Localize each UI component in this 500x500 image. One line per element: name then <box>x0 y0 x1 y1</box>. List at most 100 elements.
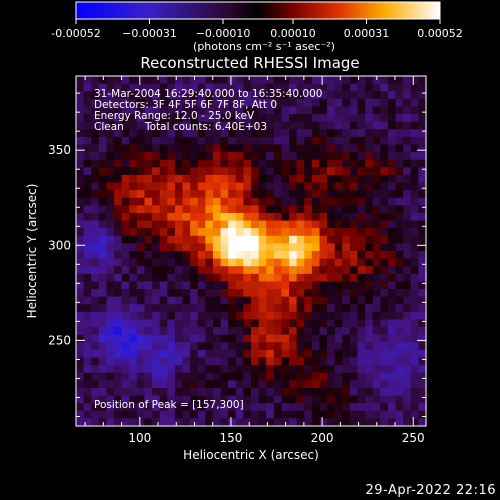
heatmap-cell <box>167 327 176 336</box>
heatmap-cell <box>174 418 184 427</box>
heatmap-cell <box>121 372 130 381</box>
heatmap-cell <box>197 91 206 100</box>
heatmap-cell <box>304 228 313 237</box>
heatmap-cell <box>235 251 244 260</box>
heatmap-cell <box>418 327 427 336</box>
heatmap-cell <box>98 98 108 108</box>
heatmap-cell <box>357 281 366 290</box>
heatmap-cell <box>266 106 275 115</box>
heatmap-cell <box>144 106 153 115</box>
heatmap-cell <box>98 174 108 184</box>
heatmap-cell <box>190 319 199 328</box>
heatmap-cell <box>197 190 206 199</box>
heatmap-cell <box>121 83 130 92</box>
heatmap-cell <box>205 235 214 244</box>
heatmap-cell <box>212 365 222 374</box>
heatmap-cell <box>273 212 283 222</box>
heatmap-cell <box>129 114 138 123</box>
heatmap-cell <box>136 197 146 206</box>
heatmap-cell <box>114 296 123 305</box>
heatmap-cell <box>106 190 115 199</box>
heatmap-cell <box>281 296 290 305</box>
heatmap-cell <box>266 387 275 397</box>
heatmap-cell <box>159 311 168 321</box>
heatmap-cell <box>121 289 130 298</box>
heatmap-cell <box>251 273 260 283</box>
heatmap-cell <box>387 152 397 161</box>
heatmap-cell <box>410 273 419 283</box>
heatmap-cell <box>243 372 252 381</box>
heatmap-cell <box>258 220 267 229</box>
heatmap-cell <box>197 273 206 283</box>
heatmap-cell <box>395 372 404 381</box>
heatmap-cell <box>182 311 191 321</box>
heatmap-cell <box>228 380 237 389</box>
heatmap-cell <box>365 205 374 214</box>
heatmap-cell <box>273 403 283 412</box>
heatmap-cell <box>387 304 397 313</box>
heatmap-cell <box>342 357 351 366</box>
heatmap-cell <box>243 167 252 176</box>
heatmap-cell <box>129 273 138 283</box>
heatmap-cell <box>410 258 419 267</box>
heatmap-cell <box>327 273 336 283</box>
heatmap-cell <box>197 319 206 328</box>
heatmap-cell <box>83 98 92 108</box>
heatmap-cell <box>296 410 305 419</box>
heatmap-cell <box>243 380 252 389</box>
heatmap-cell <box>251 144 260 153</box>
heatmap-cell <box>174 197 184 206</box>
heatmap-cell <box>235 334 244 343</box>
heatmap-cell <box>304 144 313 153</box>
heatmap-cell <box>121 418 130 427</box>
heatmap-cell <box>98 380 108 389</box>
heatmap-cell <box>281 228 290 237</box>
heatmap-cell <box>296 243 305 252</box>
heatmap-cell <box>395 296 404 305</box>
heatmap-cell <box>182 235 191 244</box>
heatmap-cell <box>296 129 305 138</box>
heatmap-cell <box>212 212 222 222</box>
heatmap-cell <box>387 319 397 328</box>
heatmap-cell <box>273 98 283 108</box>
heatmap-cell <box>319 319 328 328</box>
heatmap-cell <box>197 83 206 92</box>
heatmap-cell <box>114 418 123 427</box>
heatmap-cell <box>304 114 313 123</box>
heatmap-cell <box>220 289 229 298</box>
heatmap-cell <box>228 220 237 229</box>
heatmap-cell <box>152 281 161 290</box>
heatmap-cell <box>289 334 298 343</box>
heatmap-cell <box>289 129 298 138</box>
heatmap-cell <box>243 258 252 267</box>
heatmap-cell <box>395 289 404 298</box>
heatmap-cell <box>380 121 389 130</box>
heatmap-cell <box>235 319 244 328</box>
heatmap-cell <box>197 182 206 191</box>
heatmap-cell <box>212 281 222 290</box>
heatmap-cell <box>83 212 92 222</box>
heatmap-cell <box>235 243 244 252</box>
heatmap-cell <box>152 152 161 161</box>
heatmap-cell <box>235 114 244 123</box>
heatmap-cell <box>418 319 427 328</box>
heatmap-cell <box>220 144 229 153</box>
heatmap-cell <box>83 327 92 336</box>
heatmap-cell <box>144 380 153 389</box>
heatmap-cell <box>349 296 359 305</box>
heatmap-cell <box>114 342 123 351</box>
heatmap-cell <box>304 235 313 244</box>
heatmap-cell <box>121 98 130 108</box>
heatmap-cell <box>144 251 153 260</box>
heatmap-cell <box>174 357 184 366</box>
heatmap-cell <box>273 281 283 290</box>
colorbar-tick-label: −0.00010 <box>196 27 251 40</box>
heatmap-cell <box>349 319 359 328</box>
heatmap-cell <box>387 205 397 214</box>
heatmap-cell <box>319 334 328 343</box>
heatmap-cell <box>349 266 359 275</box>
heatmap-cell <box>144 220 153 229</box>
heatmap-cell <box>228 190 237 199</box>
heatmap-cell <box>258 319 267 328</box>
heatmap-cell <box>197 98 206 108</box>
